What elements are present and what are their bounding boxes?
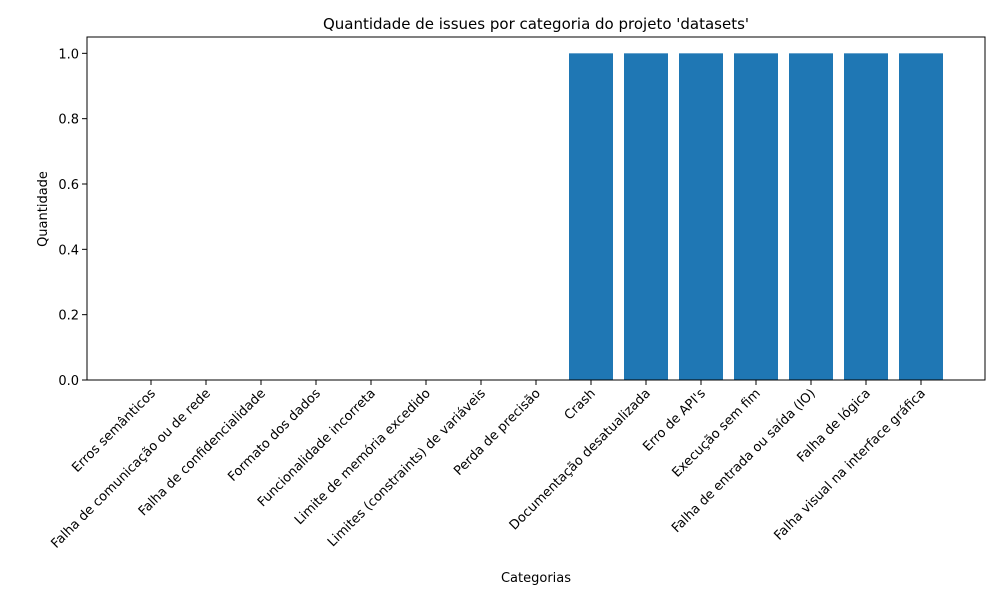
y-axis-label: Quantidade — [36, 171, 51, 247]
bar — [844, 53, 888, 380]
bar — [899, 53, 943, 380]
x-tick-label: Crash — [562, 386, 599, 423]
bar — [734, 53, 778, 380]
bar — [624, 53, 668, 380]
y-tick-label: 0.8 — [58, 113, 79, 128]
bar — [679, 53, 723, 380]
bar — [569, 53, 613, 380]
y-tick-label: 0.2 — [58, 309, 79, 324]
y-tick-label: 0.0 — [58, 374, 79, 389]
y-tick-label: 0.4 — [58, 243, 79, 258]
y-tick-label: 0.6 — [58, 178, 79, 193]
chart-title: Quantidade de issues por categoria do pr… — [323, 15, 749, 33]
x-tick-label: Formato dos dados — [225, 386, 324, 485]
bar — [789, 53, 833, 380]
y-tick-label: 1.0 — [58, 47, 79, 62]
plot-frame — [86, 36, 986, 381]
x-axis-label: Categorias — [501, 571, 571, 586]
